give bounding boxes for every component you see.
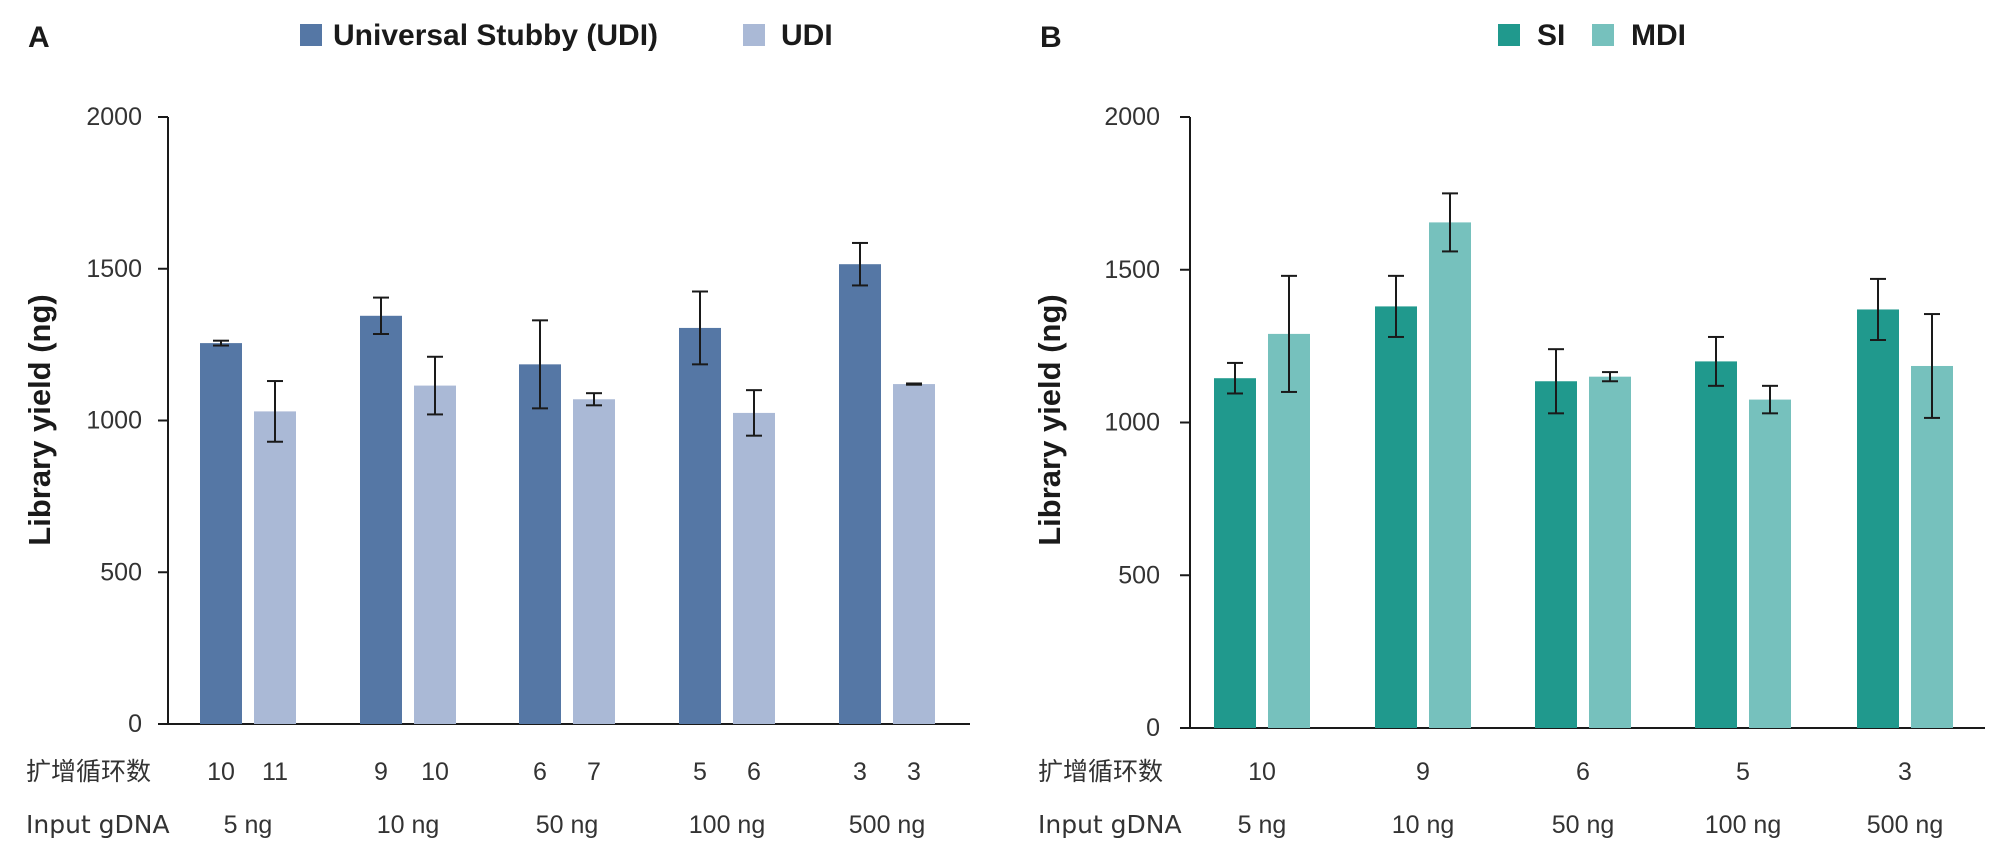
y-tick-label: 0 <box>128 710 142 738</box>
row-label-input: Input gDNA <box>1038 810 1182 839</box>
y-tick-label: 1500 <box>1104 256 1160 284</box>
error-bar <box>1708 335 1724 387</box>
panel-b: B SI MDI Library yield (ng) 0 500 1000 1500 2000… <box>1032 19 1985 839</box>
bar-universal-stubby-udi-4 <box>839 264 881 724</box>
error-bar <box>1924 313 1940 419</box>
error-bar <box>1548 348 1564 415</box>
row-label-cycles: 扩增循环数 <box>26 757 151 786</box>
error-bar <box>852 241 868 287</box>
error-bar <box>427 355 443 416</box>
x-category-label: 500 ng <box>1867 811 1943 839</box>
bar-si-4 <box>1857 309 1899 728</box>
bar-si-1 <box>1375 306 1417 728</box>
cycle-label: 3 <box>853 758 867 786</box>
error-bar <box>532 319 548 410</box>
bar-si-2 <box>1535 381 1577 728</box>
cycle-label: 6 <box>533 758 547 786</box>
bar-udi-0 <box>254 411 296 724</box>
x-category-label: 5 ng <box>224 811 273 839</box>
y-axis-label: Library yield (ng) <box>22 294 57 545</box>
legend-swatch <box>1498 24 1520 46</box>
error-bar <box>213 339 229 347</box>
legend-swatch <box>300 24 322 46</box>
cycle-label: 5 <box>693 758 707 786</box>
cycle-label: 10 <box>421 758 449 786</box>
panel-letter: B <box>1040 21 1062 54</box>
x-category-label: 5 ng <box>1238 811 1287 839</box>
error-bar <box>906 382 922 386</box>
legend-label: Universal Stubby (UDI) <box>333 19 658 52</box>
error-bar <box>1762 384 1778 415</box>
cycle-label: 11 <box>262 758 288 786</box>
y-axis-label: Library yield (ng) <box>1032 294 1067 545</box>
bar-universal-stubby-udi-2 <box>519 364 561 724</box>
row-label-cycles: 扩增循环数 <box>1038 757 1163 786</box>
row-label-input: Input gDNA <box>26 810 170 839</box>
error-bar <box>1442 192 1458 253</box>
legend-swatch <box>743 24 765 46</box>
legend-label: MDI <box>1631 19 1686 52</box>
bar-mdi-3 <box>1749 399 1791 728</box>
y-tick-label: 1500 <box>86 255 142 283</box>
error-bar <box>692 290 708 366</box>
bar-mdi-0 <box>1268 333 1310 728</box>
bar-udi-1 <box>414 385 456 724</box>
panel-a: A Universal Stubby (UDI) UDI Library yield … <box>22 19 970 839</box>
bar-mdi-1 <box>1429 222 1471 728</box>
y-tick-label: 1000 <box>86 407 142 435</box>
legend-label: UDI <box>781 19 833 52</box>
x-category-label: 50 ng <box>1552 811 1615 839</box>
cycle-label: 5 <box>1736 758 1750 786</box>
panel-letter: A <box>28 21 50 54</box>
error-bar <box>586 392 602 407</box>
y-tick-label: 2000 <box>1104 103 1160 131</box>
y-tick-label: 1000 <box>1104 409 1160 437</box>
error-bar <box>1388 274 1404 338</box>
x-category-label: 500 ng <box>849 811 925 839</box>
legend-label: SI <box>1537 19 1565 52</box>
bar-mdi-2 <box>1589 376 1631 728</box>
error-bar <box>373 296 389 336</box>
bar-udi-2 <box>573 399 615 724</box>
bar-universal-stubby-udi-0 <box>200 343 242 724</box>
cycle-label: 3 <box>1898 758 1912 786</box>
error-bar <box>746 389 762 437</box>
error-bar <box>267 380 283 443</box>
bar-si-0 <box>1214 378 1256 728</box>
y-tick-label: 500 <box>1118 561 1160 589</box>
cycle-label: 9 <box>374 758 388 786</box>
cycle-label: 6 <box>747 758 761 786</box>
y-tick-label: 500 <box>100 558 142 586</box>
error-bar <box>1281 274 1297 393</box>
cycle-label: 10 <box>1248 758 1276 786</box>
x-category-label: 100 ng <box>689 811 765 839</box>
y-tick-label: 2000 <box>86 103 142 131</box>
bar-udi-4 <box>893 384 935 724</box>
y-tick-label: 0 <box>1146 714 1160 742</box>
x-category-label: 10 ng <box>377 811 440 839</box>
error-bar <box>1227 361 1243 395</box>
x-category-label: 10 ng <box>1392 811 1455 839</box>
bar-universal-stubby-udi-1 <box>360 315 402 724</box>
cycle-label: 9 <box>1416 758 1430 786</box>
x-category-label: 50 ng <box>536 811 599 839</box>
legend-swatch <box>1592 24 1614 46</box>
cycle-label: 7 <box>587 758 601 786</box>
error-bar <box>1602 371 1618 383</box>
bar-udi-3 <box>733 412 775 724</box>
cycle-label: 6 <box>1576 758 1590 786</box>
cycle-label: 10 <box>207 758 235 786</box>
error-bar <box>1870 277 1886 342</box>
cycle-label: 3 <box>907 758 921 786</box>
bar-mdi-4 <box>1911 365 1953 728</box>
x-category-label: 100 ng <box>1705 811 1781 839</box>
bar-si-3 <box>1695 361 1737 728</box>
bar-universal-stubby-udi-3 <box>679 327 721 724</box>
